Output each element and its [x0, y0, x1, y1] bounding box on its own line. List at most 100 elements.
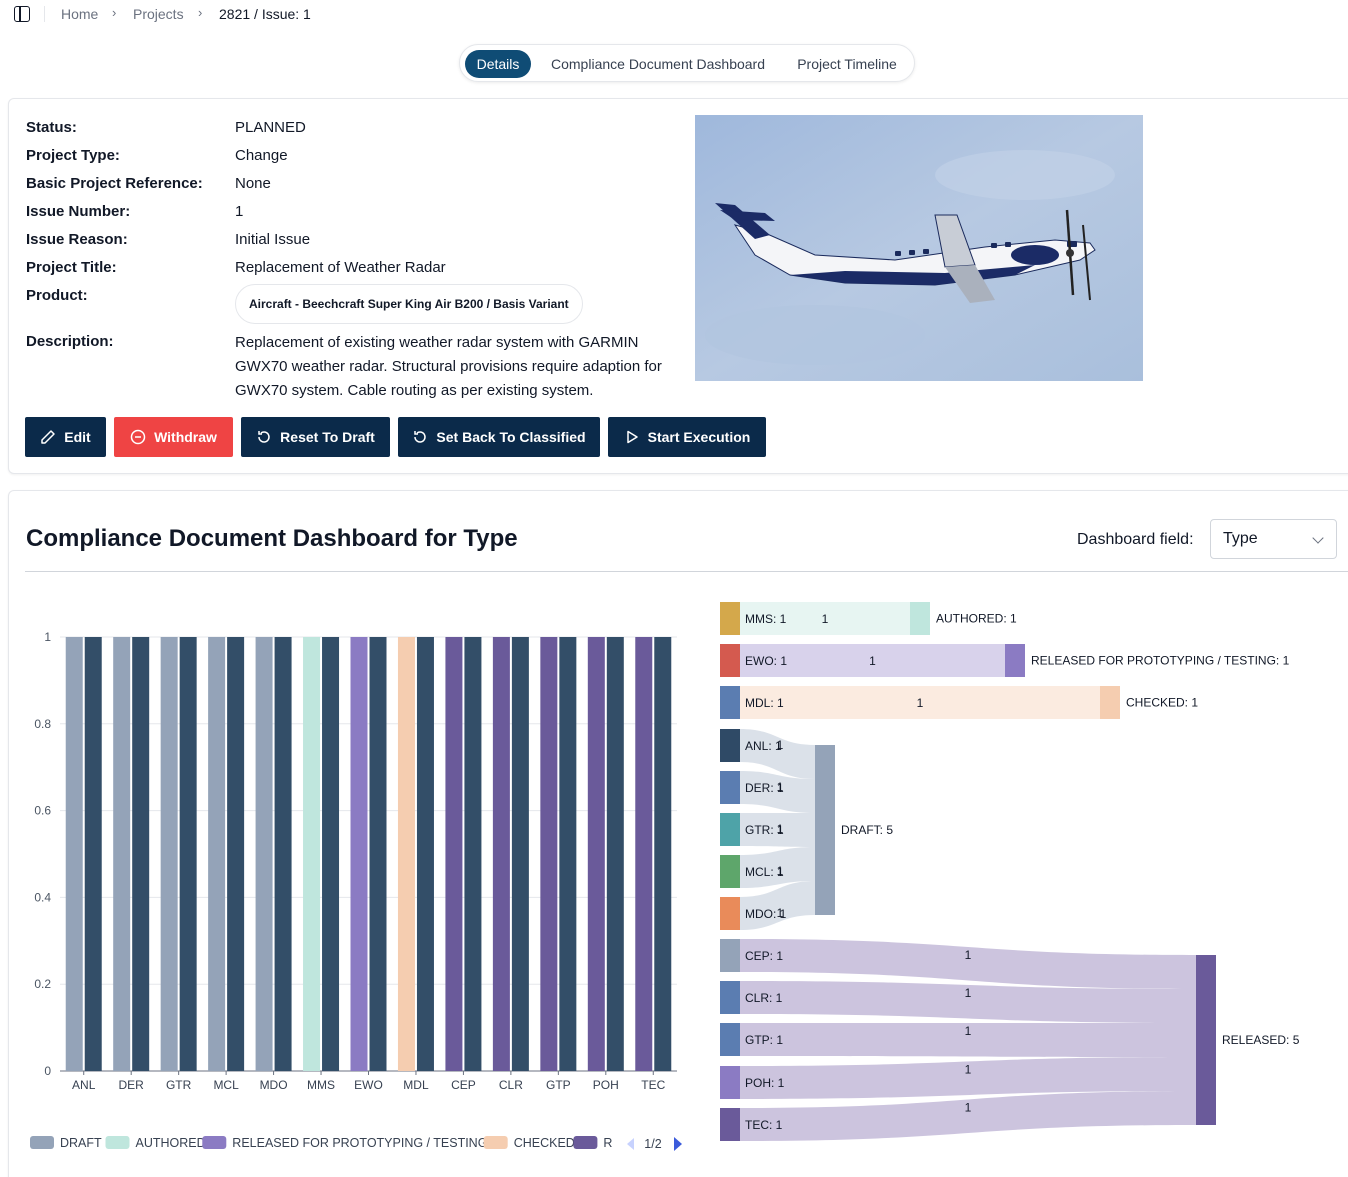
status-value: PLANNED — [235, 119, 306, 136]
start-execution-button[interactable]: Start Execution — [608, 417, 766, 457]
sankey-source-label: TEC: 1 — [745, 1118, 783, 1132]
sankey-link — [740, 771, 815, 813]
sankey-source-node — [720, 686, 740, 719]
sankey-source-node — [720, 1066, 740, 1099]
bar-status-clr — [492, 637, 510, 1071]
sankey-link-label: 1 — [917, 696, 924, 710]
sankey-source-node — [720, 729, 740, 762]
sankey-link-label: 1 — [777, 906, 784, 920]
edit-button[interactable]: Edit — [25, 417, 106, 457]
y-tick-label: 1 — [44, 630, 51, 644]
sankey-link — [740, 729, 815, 779]
sankey-target-label: CHECKED: 1 — [1126, 696, 1198, 710]
sankey-link-label: 1 — [965, 1101, 972, 1115]
project-type-value: Change — [235, 147, 288, 164]
tab-details[interactable]: Details — [465, 50, 531, 78]
bar-type-mdl — [416, 637, 434, 1071]
view-tabs: Details Compliance Document Dashboard Pr… — [459, 44, 915, 82]
dashboard-field-select[interactable]: Type — [1210, 519, 1337, 559]
y-tick-label: 0.4 — [34, 890, 51, 904]
bar-type-anl — [84, 637, 102, 1071]
sankey-link-label: 1 — [822, 612, 829, 626]
bar-status-tec — [635, 637, 653, 1071]
breadcrumb-projects[interactable]: Projects — [133, 6, 184, 22]
reset-to-draft-button[interactable]: Reset To Draft — [241, 417, 390, 457]
rotate-ccw-icon — [414, 431, 427, 443]
product-chip[interactable]: Aircraft - Beechcraft Super King Air B20… — [235, 284, 583, 324]
sankey-source-node — [720, 1023, 740, 1056]
issue-number-label: Issue Number: — [26, 203, 131, 220]
x-tick-label: CEP — [451, 1078, 476, 1092]
sankey-link-label: 1 — [965, 986, 972, 1000]
rotate-ccw-icon — [258, 431, 270, 443]
legend-swatch — [105, 1136, 130, 1149]
bar-status-gtp — [540, 637, 558, 1071]
bar-status-ewo — [350, 637, 368, 1071]
bar-status-gtr — [160, 637, 178, 1071]
legend-swatch — [202, 1136, 227, 1149]
legend-item: CHECKED — [514, 1136, 575, 1150]
sankey-source-node — [720, 855, 740, 888]
sankey-link — [740, 939, 1196, 989]
x-tick-label: MDO — [260, 1078, 288, 1092]
chevron-right-icon: › — [112, 5, 117, 20]
bar-type-mms — [322, 637, 340, 1071]
issue-reason-value: Initial Issue — [235, 231, 311, 248]
legend-page: 1/2 — [644, 1137, 661, 1151]
bar-status-cep — [445, 637, 463, 1071]
sankey-source-label: MCL: 1 — [745, 865, 784, 879]
description-label: Description: — [26, 333, 114, 350]
y-tick-label: 0.6 — [34, 804, 51, 818]
sankey-link-label: 1 — [965, 1024, 972, 1038]
sankey-link-label: 1 — [777, 822, 784, 836]
divider — [44, 6, 45, 22]
breadcrumb-home[interactable]: Home — [61, 6, 99, 22]
sankey-source-node — [720, 813, 740, 846]
sankey-link-label: 1 — [777, 780, 784, 794]
sidebar-toggle-icon[interactable] — [14, 6, 30, 22]
sankey-source-label: EWO: 1 — [745, 654, 787, 668]
x-tick-label: MMS — [307, 1078, 335, 1092]
product-label: Product: — [26, 287, 88, 304]
set-back-to-classified-button[interactable]: Set Back To Classified — [398, 417, 600, 457]
dashboard-field-label: Dashboard field: — [1077, 531, 1194, 548]
sankey-link — [740, 644, 1005, 677]
minus-circle-icon — [130, 429, 146, 445]
bar-status-mdl — [397, 637, 415, 1071]
sankey-link — [740, 847, 815, 888]
legend-item: RELEASED FOR PROTOTYPING / TESTING — [232, 1136, 487, 1150]
sankey-source-label: MDO: 1 — [745, 907, 787, 921]
y-tick-label: 0.8 — [34, 717, 51, 731]
tab-compliance-document-dashboard[interactable]: Compliance Document Dashboard — [551, 56, 765, 72]
x-tick-label: MCL — [213, 1078, 239, 1092]
legend-item: AUTHORED — [136, 1136, 206, 1150]
tab-project-timeline[interactable]: Project Timeline — [797, 56, 897, 72]
bar-type-gtp — [559, 637, 577, 1071]
sankey-target-node — [1196, 955, 1216, 1125]
set-back-to-classified-label: Set Back To Classified — [436, 429, 586, 445]
bar-status-mdo — [255, 637, 273, 1071]
dashboard-field-value: Type — [1223, 530, 1258, 547]
start-execution-label: Start Execution — [647, 429, 751, 445]
withdraw-button[interactable]: Withdraw — [114, 417, 233, 457]
project-type-label: Project Type: — [26, 147, 120, 164]
sankey-target-label: DRAFT: 5 — [841, 823, 893, 837]
sankey-target-node — [1005, 644, 1025, 677]
bar-status-der — [113, 637, 131, 1071]
bar-type-ewo — [369, 637, 387, 1071]
basic-reference-value: None — [235, 175, 271, 192]
sankey-source-label: POH: 1 — [745, 1076, 785, 1090]
x-tick-label: CLR — [499, 1078, 523, 1092]
x-tick-label: GTP — [546, 1078, 571, 1092]
legend-item: R — [603, 1136, 612, 1150]
status-label: Status: — [26, 119, 77, 136]
bar-type-mdo — [274, 637, 292, 1071]
bar-type-mcl — [227, 637, 245, 1071]
sankey-source-label: CEP: 1 — [745, 949, 783, 963]
bar-status-mcl — [208, 637, 226, 1071]
sankey-link — [740, 1091, 1196, 1141]
sankey-link — [740, 981, 1196, 1023]
sankey-link — [740, 1023, 1196, 1057]
sankey-link-label: 1 — [965, 948, 972, 962]
